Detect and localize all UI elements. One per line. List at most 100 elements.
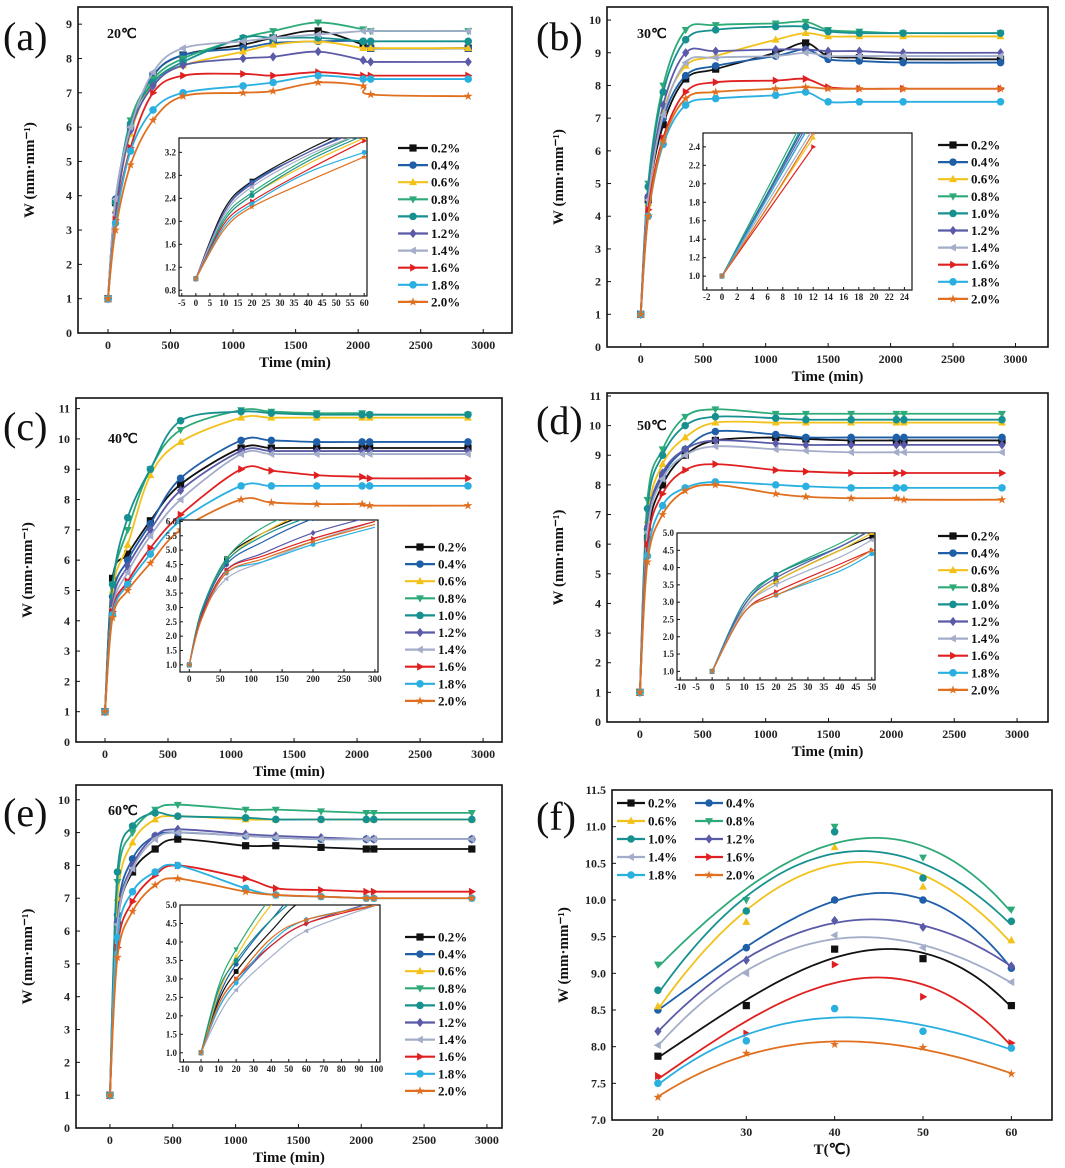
inset-series-line	[200, 905, 289, 1053]
x-tick-label: 2000	[346, 338, 370, 352]
temperature-label: 40℃	[108, 432, 138, 447]
data-point	[823, 52, 832, 60]
y-tick-label: 9	[595, 46, 601, 60]
data-point	[367, 57, 375, 67]
inset-y-tick-label: 1.2	[165, 262, 177, 272]
legend-marker-icon	[409, 196, 417, 204]
data-point	[653, 1041, 661, 1050]
legend-marker-icon	[409, 161, 417, 169]
series-2-0pct	[105, 873, 477, 1099]
inset-series-2-0pct	[198, 905, 377, 1056]
data-point	[270, 71, 278, 80]
y-tick-label: 2	[595, 275, 601, 289]
legend-item: 2.0%	[695, 868, 755, 883]
inset-y-tick-label: 2.0	[165, 216, 177, 226]
inset-data-point	[310, 520, 316, 522]
inset-data-point	[719, 273, 725, 279]
data-point	[176, 426, 185, 435]
y-tick-label: 3	[64, 1023, 70, 1037]
inset-y-tick-label: 5.0	[166, 545, 178, 555]
data-point	[173, 873, 183, 883]
inset-data-point	[361, 153, 367, 160]
data-point	[359, 55, 367, 65]
inset-chart: 0 50 100 150 200 250 300 1.0 1.5 2.0 2.5 3.0 3.5 4.0 4…	[166, 516, 382, 684]
data-point	[149, 106, 157, 114]
data-point	[269, 40, 278, 48]
data-point	[176, 437, 185, 445]
data-point	[802, 415, 810, 424]
legend-item: 0.2%	[617, 796, 677, 811]
data-point	[268, 466, 276, 475]
legend-item: 0.4%	[938, 155, 1000, 170]
data-point	[830, 842, 839, 851]
data-point	[359, 43, 368, 52]
series-1-4pct	[103, 27, 472, 303]
inset-x-tick-label: 4	[750, 292, 755, 302]
data-point	[742, 917, 751, 925]
inset-data-point	[223, 576, 229, 582]
legend-label: 0.2%	[648, 796, 677, 811]
data-point	[771, 35, 780, 43]
legend-label: 1.6%	[431, 260, 460, 275]
legend-item: 1.2%	[405, 625, 467, 640]
legend-item: 1.0%	[938, 597, 1000, 612]
x-tick-label: 1500	[284, 338, 308, 352]
legend-item: 0.6%	[405, 964, 467, 979]
legend-label: 0.6%	[971, 172, 1000, 187]
data-point	[174, 812, 182, 820]
inset-chart: -2 0 2 4 6 8 10 12 14 16 18 20 22 241.01.21.41.61.82.…	[689, 132, 913, 302]
inset-x-tick-label: -5	[692, 682, 700, 692]
data-point	[658, 459, 667, 468]
legend-marker-icon	[627, 799, 635, 807]
legend-label: 1.8%	[438, 1066, 467, 1081]
legend-label: 2.0%	[726, 868, 755, 883]
data-point	[682, 88, 691, 96]
data-point	[358, 81, 368, 90]
y-tick-label: 3	[595, 626, 601, 640]
inset-y-tick-label: 4.0	[166, 574, 178, 584]
x-tick-label: 0	[637, 727, 643, 741]
legend-label: 1.4%	[648, 850, 677, 865]
data-point	[1007, 961, 1015, 971]
legend-marker-icon	[949, 584, 957, 592]
inset-x-tick-label: 10	[740, 682, 750, 692]
series-1-4pct	[105, 828, 475, 1100]
legend-marker-icon	[408, 246, 416, 255]
legend-marker-icon	[416, 595, 424, 603]
data-point	[312, 450, 320, 459]
data-point	[1007, 1044, 1016, 1052]
legend-label: 0.6%	[431, 175, 460, 190]
x-axis-label: T(℃)	[814, 1142, 851, 1158]
legend-item: 2.0%	[398, 294, 460, 309]
data-point	[238, 88, 248, 97]
inset-y-tick-label: 2.0	[689, 179, 701, 189]
data-point	[358, 410, 366, 419]
legend-marker-icon	[949, 669, 957, 677]
data-point	[176, 495, 184, 504]
data-point	[802, 39, 810, 47]
data-point	[150, 88, 158, 97]
series-0-6pct	[653, 842, 1016, 1010]
data-point	[658, 136, 668, 145]
x-tick-label: 1000	[219, 747, 243, 761]
data-point	[830, 931, 838, 940]
legend-label: 1.2%	[971, 223, 1000, 238]
inset-y-tick-label: 1.8	[689, 197, 701, 207]
data-point	[357, 499, 367, 508]
inset-series-line	[188, 523, 376, 665]
data-point	[899, 448, 907, 457]
y-tick-label: 10	[58, 793, 70, 807]
y-tick-label: 10	[589, 13, 601, 27]
data-point	[146, 550, 155, 558]
legend-label: 1.0%	[648, 832, 677, 847]
data-point	[892, 484, 901, 492]
y-tick-label: 9	[66, 17, 72, 31]
legend-item: 0.2%	[938, 138, 1000, 153]
data-point	[900, 415, 908, 424]
data-point	[772, 466, 781, 475]
legend-label: 1.0%	[438, 608, 467, 623]
data-point	[314, 27, 322, 35]
data-point	[711, 418, 720, 426]
legend-label: 1.4%	[438, 1032, 467, 1047]
y-tick-label: 9	[64, 462, 70, 476]
